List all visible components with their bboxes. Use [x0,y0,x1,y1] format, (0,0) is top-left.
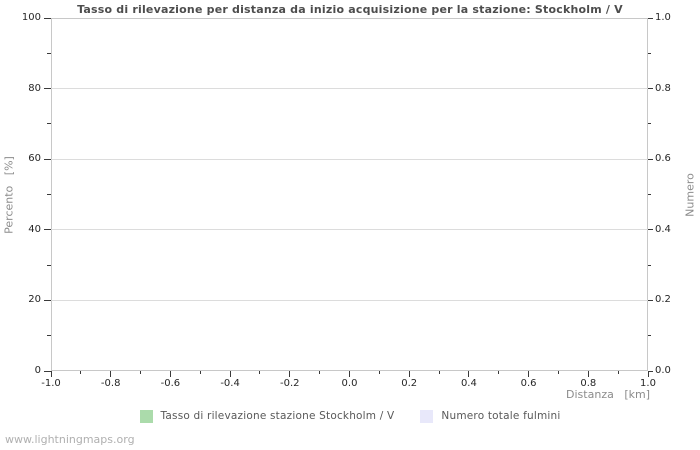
y-minor-tick-right [648,123,651,125]
x-minor-tick [319,371,321,374]
legend-item-detection-rate: Tasso di rilevazione stazione Stockholm … [139,409,395,423]
y-minor-tick-left [47,335,51,337]
x-tick-label: 0.6 [520,378,537,389]
y-tick-label-left: 0 [34,365,41,376]
x-minor-tick [140,371,142,374]
x-tick-label: -0.4 [220,378,240,389]
y-major-tick-right [648,88,653,90]
x-minor-tick [438,371,440,374]
x-major-tick [50,371,52,377]
y-tick-label-right: 0.4 [655,223,671,235]
x-tick-label: 0.8 [580,378,597,389]
y-minor-tick-left [47,52,51,54]
y-major-tick-right [648,17,653,19]
x-major-tick [289,371,291,377]
chart-title: Tasso di rilevazione per distanza da ini… [77,3,623,16]
x-major-tick [468,371,470,377]
y-tick-label-right: 0.8 [655,82,671,94]
x-major-tick [169,371,171,377]
y-major-tick-left [44,17,51,19]
x-major-tick [647,371,649,377]
y-tick-label-left: 60 [28,153,41,165]
x-tick-label: -0.8 [100,378,121,389]
y-major-tick-left [44,88,51,90]
x-major-tick [349,371,350,377]
gridline-horizontal [51,229,648,231]
y-major-tick-left [44,299,51,301]
y-minor-tick-right [648,335,651,337]
x-minor-tick [378,371,380,374]
x-minor-tick [80,371,82,374]
y-axis-title-right: Numero [683,173,697,217]
x-tick-label: 0.2 [401,378,418,389]
x-major-tick [229,371,231,377]
detection-rate-swatch [139,409,153,423]
y-tick-label-left: 40 [28,223,41,235]
plot-area [51,18,648,371]
legend-label-total-strikes: Numero totale fulmini [441,410,561,422]
x-minor-tick [498,371,500,374]
y-minor-tick-right [648,194,651,195]
x-tick-label: -1.0 [41,378,61,389]
x-tick-label: 0.4 [460,378,477,389]
x-major-tick [528,371,530,377]
x-tick-label: -0.2 [280,378,300,389]
watermark-link[interactable]: www.lightningmaps.org [5,433,135,446]
y-major-tick-right [648,158,653,160]
y-major-tick-left [44,229,51,231]
y-tick-label-left: 80 [28,82,41,94]
y-minor-tick-right [648,264,651,266]
y-tick-label-right: 1.0 [655,12,671,23]
x-minor-tick [199,371,201,374]
gridline-horizontal [51,88,648,90]
x-major-tick [110,371,112,377]
y-tick-label-right: 0.6 [655,153,671,165]
y-minor-tick-right [648,52,651,54]
x-major-tick [408,371,410,377]
x-major-tick [587,371,589,377]
y-major-tick-left [44,158,51,160]
x-tick-label: 1.0 [640,378,656,389]
y-major-tick-right [648,299,653,301]
x-tick-label: -0.6 [160,378,181,389]
y-major-tick-left [44,370,51,372]
legend-label-detection-rate: Tasso di rilevazione stazione Stockholm … [160,410,395,422]
x-minor-tick [617,371,619,374]
gridline-horizontal [51,299,648,301]
x-minor-tick [557,371,559,374]
x-tick-label: 0.0 [341,378,358,389]
y-tick-label-left: 100 [21,12,41,23]
y-minor-tick-left [47,194,51,195]
legend-item-total-strikes: Numero totale fulmini [420,409,561,423]
x-axis-title: Distanza [km] [566,388,650,401]
y-minor-tick-left [47,264,51,266]
y-major-tick-right [648,229,653,231]
y-major-tick-right [648,370,653,372]
y-tick-label-right: 0.2 [655,294,671,306]
y-tick-label-left: 20 [28,294,41,306]
x-minor-tick [259,371,261,374]
y-axis-title-left: Percento [%] [2,156,16,234]
legend: Tasso di rilevazione stazione Stockholm … [0,408,700,424]
y-minor-tick-left [47,123,51,125]
total-strikes-swatch [420,409,434,423]
y-tick-label-right: 0.0 [655,365,671,376]
gridline-horizontal [51,158,648,160]
